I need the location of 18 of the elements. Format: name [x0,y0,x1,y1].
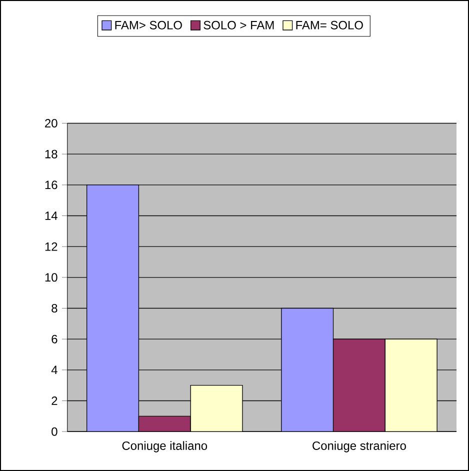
y-tick-label: 14 [45,212,58,220]
y-tick-label: 12 [45,242,58,251]
y-tick-label: 20 [45,119,58,128]
y-tick-label: 10 [45,273,58,282]
legend-label: FAM> SOLO [115,20,182,30]
y-tick-label: 16 [45,180,58,190]
y-tick-label: 18 [45,150,58,158]
bar [86,184,140,432]
y-tick-label: 8 [52,304,58,312]
legend-label: SOLO > FAM [204,20,274,30]
y-tick-label: 2 [52,396,58,405]
y-tick-label: 0 [52,427,58,436]
x-tick-label: Coniuge italiano [122,441,208,452]
y-tick-label: 6 [52,334,58,344]
legend-label: FAM= SOLO [296,20,363,30]
y-tick-label: 4 [51,366,58,374]
bar [281,308,334,432]
x-tick-label: Coniuge straniero [312,441,406,452]
